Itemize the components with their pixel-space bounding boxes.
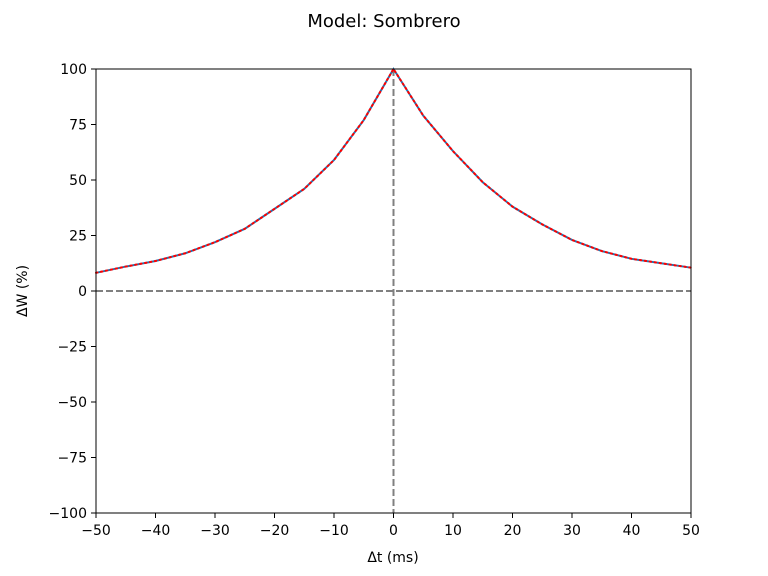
x-axis-label: Δt (ms) [367, 550, 418, 566]
x-tick-label: −20 [260, 523, 290, 539]
y-tick-label: 50 [69, 173, 87, 189]
y-tick-label: −100 [49, 506, 87, 522]
y-axis-label: ΔW (%) [15, 265, 31, 317]
x-tick-label: −50 [81, 523, 111, 539]
y-tick-label: −50 [57, 395, 87, 411]
axis-ticks: −50 −40 −30 −20 −10 0 10 20 30 40 50−100−75−50−250… [49, 62, 700, 539]
x-tick-label: 20 [504, 523, 522, 539]
y-tick-label: −25 [57, 340, 87, 356]
x-tick-label: −10 [319, 523, 349, 539]
x-tick-label: 0 [389, 523, 398, 539]
x-tick-label: 50 [682, 523, 700, 539]
y-tick-label: 25 [69, 229, 87, 245]
x-tick-label: −30 [200, 523, 230, 539]
y-tick-label: 75 [69, 118, 87, 134]
x-tick-label: 40 [623, 523, 641, 539]
y-tick-label: 100 [60, 62, 87, 78]
y-tick-label: −75 [57, 451, 87, 467]
x-tick-label: −40 [141, 523, 171, 539]
x-tick-label: 10 [444, 523, 462, 539]
series-line-2 [95, 67, 692, 274]
chart-title: Model: Sombrero [307, 11, 460, 32]
y-tick-label: 0 [78, 284, 87, 300]
x-tick-label: 30 [563, 523, 581, 539]
